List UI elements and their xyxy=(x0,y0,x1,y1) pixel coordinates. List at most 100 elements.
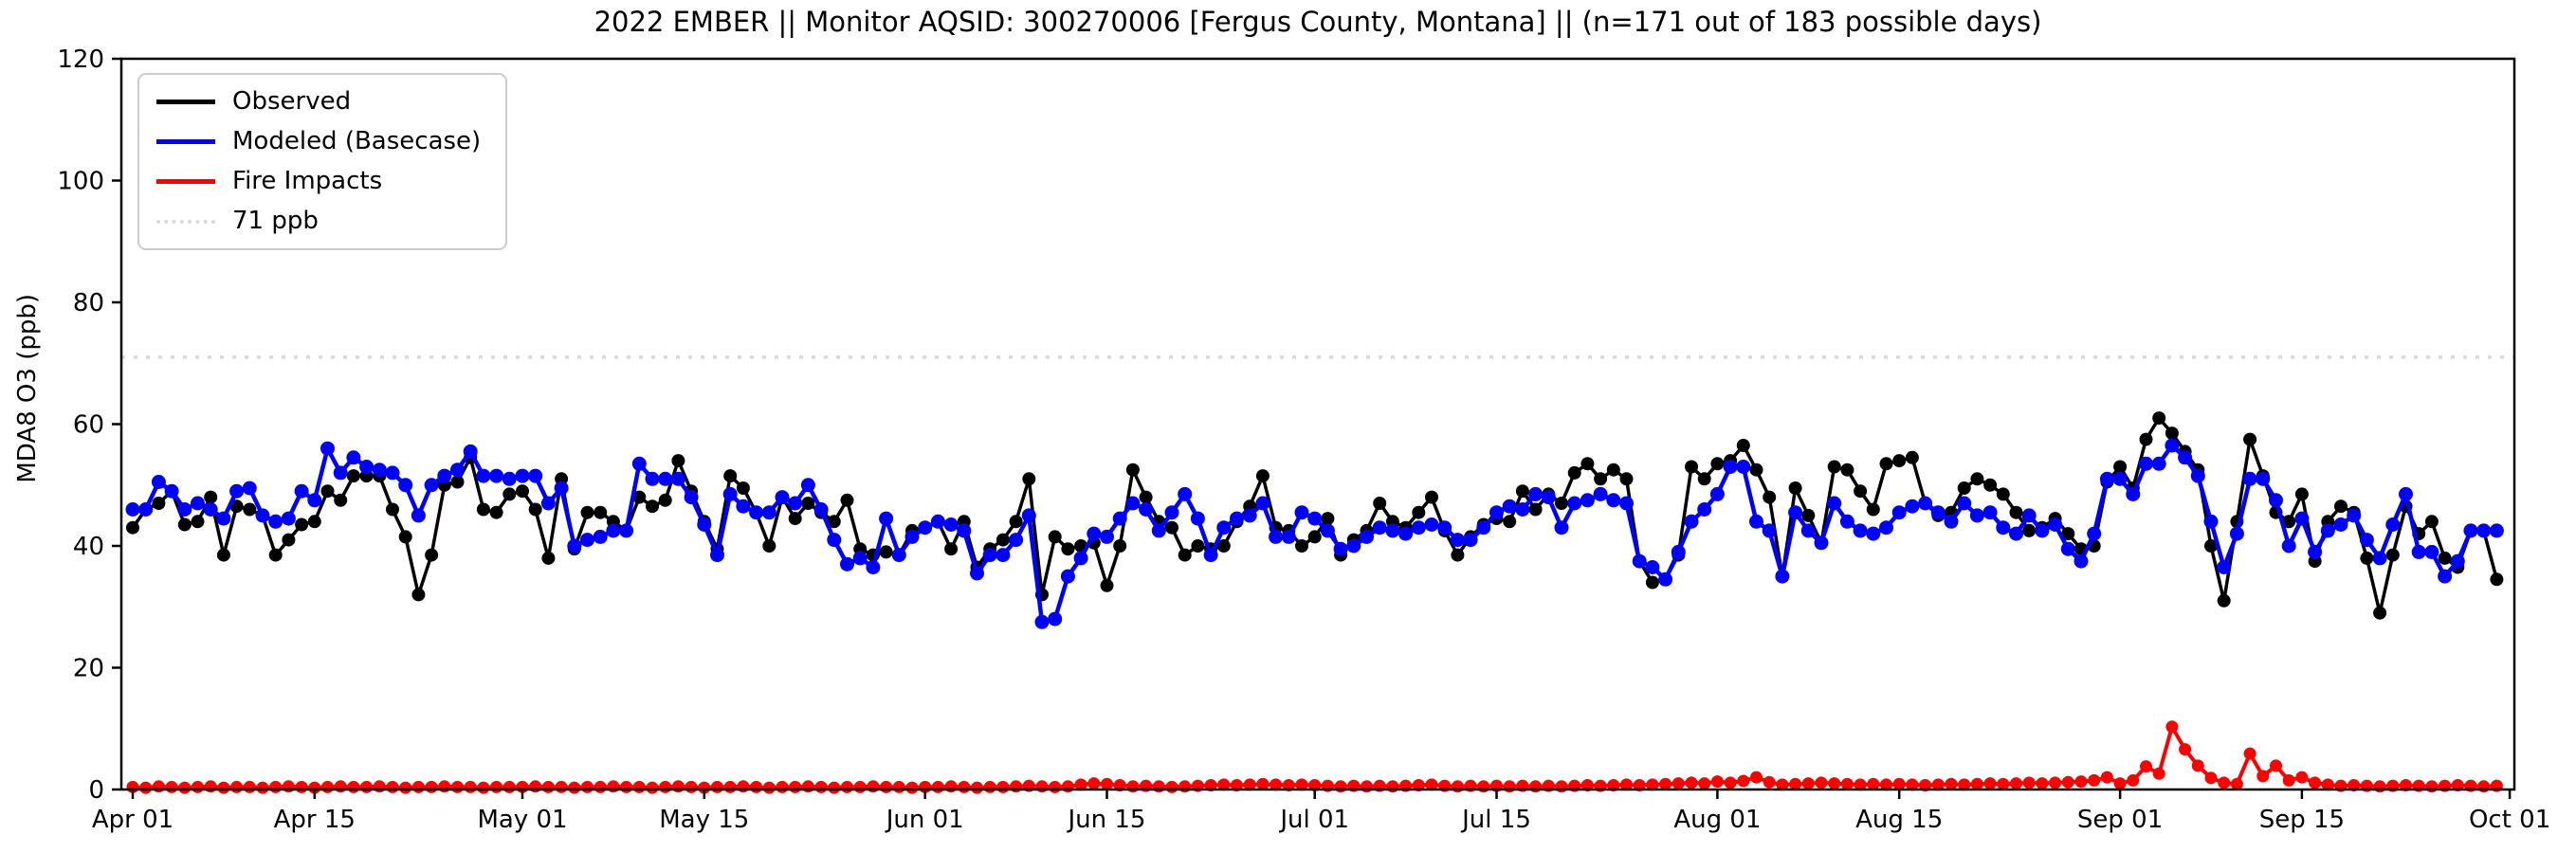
observed-point xyxy=(386,502,399,517)
fire-impacts-point xyxy=(152,780,165,793)
fire-impacts-point xyxy=(1828,777,1841,790)
legend: Observed Modeled (Basecase) Fire Impacts 71… xyxy=(137,73,508,250)
fire-impacts-point xyxy=(165,780,178,793)
fire-impacts-point xyxy=(2373,780,2386,793)
modeled-basecase-point xyxy=(2385,517,2401,532)
observed-point xyxy=(2113,460,2128,474)
modeled-basecase-point xyxy=(346,450,361,465)
fire-impacts-point xyxy=(1958,778,1971,791)
modeled-basecase-point xyxy=(2112,471,2128,486)
observed-point xyxy=(1905,450,1919,464)
modeled-basecase-point xyxy=(1957,496,1972,511)
y-tick-label: 100 xyxy=(57,168,104,196)
observed-point xyxy=(282,533,296,547)
modeled-basecase-point xyxy=(2281,538,2296,554)
modeled-basecase-point xyxy=(372,463,387,478)
legend-item-observed: Observed xyxy=(156,86,481,118)
modeled-basecase-point xyxy=(2229,526,2244,541)
y-tick-label: 80 xyxy=(73,289,104,318)
modeled-basecase-point xyxy=(515,468,530,483)
modeled-basecase-point xyxy=(2359,533,2374,548)
observed-point xyxy=(2373,606,2387,620)
observed-point xyxy=(502,487,517,501)
fire-impacts-point xyxy=(2309,776,2322,789)
modeled-basecase-point xyxy=(1827,496,1842,511)
x-tick-label: Aug 01 xyxy=(1673,806,1761,834)
fire-impacts-point xyxy=(867,780,880,793)
modeled-basecase-point xyxy=(1073,551,1088,566)
observed-point xyxy=(243,502,257,517)
observed-point xyxy=(646,499,659,514)
observed-point xyxy=(126,520,139,535)
modeled-basecase-point xyxy=(1749,514,1763,529)
fire-impacts-point xyxy=(178,781,192,794)
modeled-basecase-point xyxy=(970,566,984,581)
modeled-basecase-point xyxy=(229,483,245,499)
modeled-basecase-point xyxy=(1541,490,1556,505)
observed-point xyxy=(879,545,893,559)
observed-point xyxy=(1788,481,1802,495)
observed-point xyxy=(204,490,218,504)
modeled-basecase-point xyxy=(1593,486,1608,501)
observed-point xyxy=(671,454,685,468)
modeled-basecase-point xyxy=(1216,520,1232,535)
legend-label-observed: Observed xyxy=(232,87,352,116)
modeled-basecase-point xyxy=(1255,496,1270,511)
modeled-basecase-point xyxy=(2489,523,2504,538)
fire-impacts-point xyxy=(1724,776,1737,789)
fire-impacts-point xyxy=(1685,776,1698,789)
modeled-basecase-point xyxy=(1709,486,1725,501)
modeled-basecase-point xyxy=(1645,560,1660,574)
modeled-basecase-point xyxy=(1424,517,1439,532)
y-tick-label: 60 xyxy=(73,411,104,440)
fire-impacts-point xyxy=(905,781,919,794)
modeled-basecase-point xyxy=(645,471,660,486)
fire-impacts-point xyxy=(282,780,295,793)
modeled-basecase-point xyxy=(1723,460,1738,474)
fire-impacts-point xyxy=(192,780,204,793)
fire-impacts-point xyxy=(1178,780,1192,793)
modeled-basecase-point xyxy=(827,533,842,548)
fire-impacts-point xyxy=(2295,771,2309,784)
modeled-basecase-point xyxy=(1489,505,1504,520)
fire-impacts-point xyxy=(2321,778,2334,791)
modeled-basecase-point xyxy=(1944,514,1959,529)
legend-swatch-observed xyxy=(156,100,215,104)
chart-title: 2022 EMBER || Monitor AQSID: 300270006 [… xyxy=(594,6,2042,38)
modeled-basecase-point xyxy=(1411,520,1426,535)
modeled-basecase-point xyxy=(450,463,465,478)
fire-impacts-point xyxy=(1010,780,1023,793)
modeled-basecase-point xyxy=(2087,526,2102,541)
x-tick-label: Jun 15 xyxy=(1067,806,1146,834)
modeled-basecase-point xyxy=(359,460,375,474)
observed-point xyxy=(1892,454,1907,468)
fire-impacts-point xyxy=(2179,743,2192,756)
observed-point xyxy=(1606,463,1620,477)
modeled-basecase-point xyxy=(125,502,140,517)
modeled-basecase-point xyxy=(164,483,179,499)
observed-point xyxy=(1113,539,1127,553)
fire-impacts-point xyxy=(1815,776,1828,789)
x-tick-label: Aug 15 xyxy=(1855,806,1943,834)
fire-impacts-point xyxy=(2191,759,2204,772)
observed-point xyxy=(1983,478,1998,492)
modeled-basecase-point xyxy=(1307,511,1323,526)
fire-impacts-point xyxy=(1892,777,1906,790)
fire-impacts-point xyxy=(321,780,334,793)
modeled-basecase-point xyxy=(2203,514,2219,529)
fire-impacts-point xyxy=(1698,777,1711,790)
modeled-basecase-point xyxy=(1814,535,1829,551)
fire-impacts-point xyxy=(594,780,607,793)
observed-point xyxy=(268,548,283,562)
fire-impacts-point xyxy=(1087,777,1101,790)
fire-impacts-point xyxy=(2152,767,2165,780)
modeled-basecase-point xyxy=(1762,523,1777,538)
fire-impacts-point xyxy=(1659,777,1672,790)
modeled-basecase-point xyxy=(307,493,322,508)
modeled-basecase-point xyxy=(1125,496,1141,511)
observed-point xyxy=(307,515,321,529)
modeled-basecase-point xyxy=(463,444,478,459)
modeled-basecase-point xyxy=(1671,544,1686,559)
legend-label-fire-impacts: Fire Impacts xyxy=(232,167,383,195)
modeled-basecase-point xyxy=(1009,533,1024,548)
